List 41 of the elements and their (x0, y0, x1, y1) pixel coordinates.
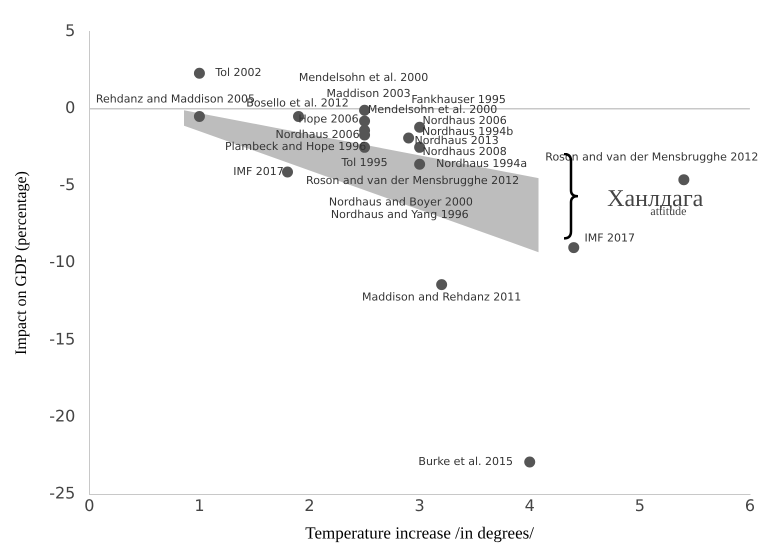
x-tick-label: 5 (634, 496, 645, 516)
annotation: Fankhauser 1995 (411, 93, 506, 106)
annotation: Tol 2002 (214, 66, 262, 80)
annotation: Tol 1995 (340, 156, 388, 170)
annotation: Nordhaus 2006 (422, 114, 507, 128)
point (403, 132, 414, 144)
point (194, 110, 205, 122)
y-tick-label: 0 (65, 98, 76, 117)
point (524, 456, 536, 468)
annotation: Nordhaus 2008 (422, 145, 507, 158)
annotation: Nordhaus and Boyer 2000 (328, 196, 473, 209)
annotation: Nordhaus 1994a (436, 157, 528, 170)
point (436, 279, 448, 290)
annotation: Maddison and Rehdanz 2011 (362, 290, 522, 304)
annotation: Nordhaus 2006 (275, 128, 360, 142)
annotation: Ханлдагаattitude (607, 186, 704, 218)
annotation: Roson and van der Mensbrugghe 2012 (306, 174, 520, 188)
point (414, 158, 426, 170)
point (678, 174, 690, 186)
y-tick-label: 5 (65, 20, 76, 40)
point (359, 116, 370, 127)
point (568, 242, 580, 254)
y-axis-title: Impact on GDP (percentage) (12, 171, 30, 355)
y-tick-label: -5 (59, 175, 76, 194)
y-tick-label: -25 (49, 484, 76, 503)
point (194, 68, 205, 79)
point (282, 166, 294, 178)
x-tick-label: 1 (194, 496, 205, 516)
annotation: IMF 2017 (584, 231, 636, 244)
annotation: Mendelsohn et al. 2000 (298, 71, 428, 84)
y-tick-label: -20 (49, 406, 76, 426)
x-tick-label: 2 (304, 496, 315, 516)
y-tick-label: -10 (49, 252, 76, 272)
x-tick-label: 4 (524, 496, 535, 516)
y-tick-label: -15 (49, 329, 76, 348)
annotation: Nordhaus and Yang 1996 (330, 208, 469, 222)
x-tick-label: 6 (744, 496, 756, 516)
x-tick-label: 3 (414, 496, 425, 516)
annotation: Burke et al. 2015 (418, 454, 514, 468)
x-tick-label: 0 (84, 496, 94, 516)
x-axis-title: Temperature increase /in degrees/ (305, 523, 534, 542)
